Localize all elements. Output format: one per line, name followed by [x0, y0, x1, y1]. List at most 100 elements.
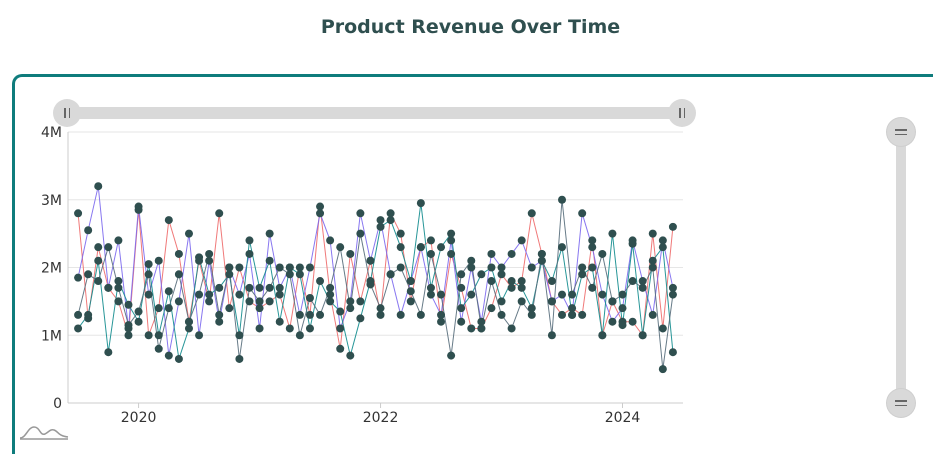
data-point	[144, 260, 153, 269]
data-point	[658, 243, 667, 252]
data-point	[245, 297, 254, 306]
data-point	[245, 249, 254, 258]
data-point	[275, 290, 284, 299]
data-point	[114, 297, 123, 306]
scroll-bottom-grip-icon[interactable]	[887, 389, 915, 417]
data-point	[447, 351, 456, 360]
data-point	[386, 270, 395, 279]
data-point	[477, 324, 486, 333]
data-point	[366, 256, 375, 265]
y-tick-label: 1M	[41, 328, 62, 344]
data-point	[376, 310, 385, 319]
data-point	[426, 236, 435, 245]
data-point	[215, 317, 224, 326]
data-point	[346, 351, 355, 360]
data-point	[598, 331, 607, 340]
scroll-end-grip-icon[interactable]	[668, 99, 696, 127]
data-point	[497, 297, 506, 306]
data-point	[316, 202, 325, 211]
data-point	[94, 256, 103, 265]
data-point	[628, 277, 637, 286]
data-point	[447, 236, 456, 245]
data-point	[144, 331, 153, 340]
data-point	[537, 249, 546, 258]
axes: 0 1M 2M 3M 4M 2020 2022 2024	[41, 125, 683, 426]
data-point	[74, 324, 83, 333]
data-point	[497, 310, 506, 319]
data-point	[396, 229, 405, 238]
data-point	[295, 331, 304, 340]
data-point	[265, 297, 274, 306]
y-tick-label: 3M	[41, 193, 62, 209]
data-point	[648, 263, 657, 272]
data-point	[648, 256, 657, 265]
data-point	[104, 348, 113, 357]
data-point	[184, 324, 193, 333]
data-point	[114, 236, 123, 245]
data-point	[376, 304, 385, 313]
data-point	[437, 243, 446, 252]
data-point	[437, 317, 446, 326]
data-point	[84, 226, 93, 235]
data-point	[477, 317, 486, 326]
data-point	[537, 256, 546, 265]
data-point	[154, 304, 163, 313]
data-point	[305, 263, 314, 272]
data-point	[275, 263, 284, 272]
data-point	[144, 290, 153, 299]
data-point	[174, 297, 183, 306]
data-point	[406, 277, 415, 286]
data-point	[527, 304, 536, 313]
data-point	[94, 182, 103, 191]
scroll-top-grip-icon[interactable]	[887, 118, 915, 146]
data-point	[396, 310, 405, 319]
data-point	[507, 283, 516, 292]
data-point	[426, 249, 435, 258]
data-point	[588, 236, 597, 245]
data-point	[305, 310, 314, 319]
data-point	[316, 209, 325, 218]
data-point	[648, 310, 657, 319]
y-tick-label: 4M	[41, 125, 62, 141]
data-point	[174, 270, 183, 279]
data-point	[487, 263, 496, 272]
wave-logo-icon	[19, 426, 69, 440]
data-point	[275, 317, 284, 326]
data-point	[94, 277, 103, 286]
data-point	[285, 263, 294, 272]
data-point	[558, 243, 567, 252]
data-point	[437, 290, 446, 299]
data-point	[336, 307, 345, 316]
data-point	[608, 229, 617, 238]
data-point	[497, 263, 506, 272]
data-point	[668, 290, 677, 299]
data-point	[124, 300, 133, 309]
data-point	[255, 283, 264, 292]
data-point	[184, 317, 193, 326]
data-point	[618, 290, 627, 299]
vertical-scrollbar[interactable]	[896, 130, 906, 400]
data-point	[608, 317, 617, 326]
data-point	[326, 297, 335, 306]
data-point	[265, 256, 274, 265]
data-point	[245, 283, 254, 292]
horizontal-scrollbar[interactable]	[67, 107, 682, 119]
data-point	[316, 277, 325, 286]
data-point	[265, 229, 274, 238]
data-point	[84, 310, 93, 319]
data-point	[568, 310, 577, 319]
data-point	[316, 310, 325, 319]
data-point	[396, 263, 405, 272]
data-point	[84, 270, 93, 279]
data-point	[215, 209, 224, 218]
data-point	[578, 209, 587, 218]
data-point	[467, 256, 476, 265]
data-point	[658, 324, 667, 333]
data-point	[568, 290, 577, 299]
data-point	[225, 270, 234, 279]
data-point	[507, 277, 516, 286]
data-point	[184, 229, 193, 238]
series-markers	[74, 182, 677, 374]
data-point	[638, 283, 647, 292]
scroll-start-grip-icon[interactable]	[53, 99, 81, 127]
